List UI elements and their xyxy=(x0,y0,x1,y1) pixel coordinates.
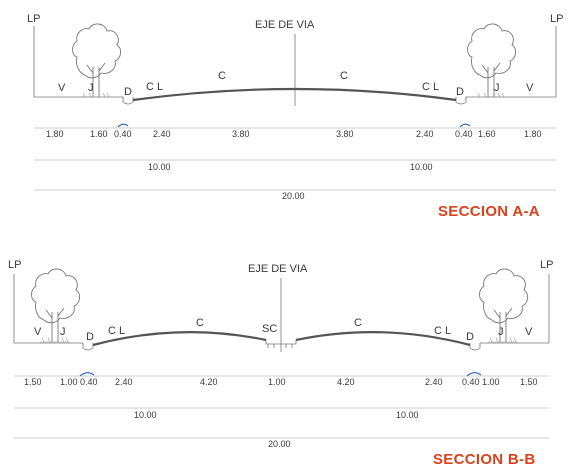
zone-d-left: D xyxy=(86,331,94,343)
dim-1: 1.80 xyxy=(46,129,64,139)
dim-5: 3.80 xyxy=(232,129,250,139)
dim-7: 2.40 xyxy=(416,129,434,139)
half-left: 10.00 xyxy=(148,162,171,172)
dim-8: 2.40 xyxy=(425,377,443,387)
half-right: 10.00 xyxy=(396,410,419,420)
carriageway-surface xyxy=(132,87,457,102)
drain-dimension-markers xyxy=(117,123,471,128)
zone-v-right: V xyxy=(525,326,533,338)
dim-5: 4.20 xyxy=(200,377,218,387)
dim-8: 0.40 xyxy=(455,129,473,139)
carriageway-right xyxy=(295,331,471,347)
dim-4: 2.40 xyxy=(153,129,171,139)
dim-7: 4.20 xyxy=(337,377,355,387)
median-label: SC xyxy=(262,323,277,335)
dim-1: 1.50 xyxy=(24,377,42,387)
drain-dimension-markers xyxy=(79,372,482,377)
section-a-a: LP LP EJE DE VIA V J D C L C C C L D J V… xyxy=(27,13,563,220)
tree-right-icon xyxy=(467,23,517,98)
zone-c-left: C xyxy=(218,70,226,82)
axis-label: EJE DE VIA xyxy=(255,19,315,31)
zone-cl-right: C L xyxy=(434,325,451,337)
zone-c-left: C xyxy=(196,317,204,329)
half-left: 10.00 xyxy=(134,410,157,420)
zone-v-left: V xyxy=(58,82,66,94)
zone-cl-left: C L xyxy=(108,325,125,337)
dim-9: 0.40 xyxy=(462,377,480,387)
zone-c-right: C xyxy=(340,70,348,82)
dim-6: 1.00 xyxy=(268,377,286,387)
zone-j-right: J xyxy=(494,82,500,94)
section-title: SECCION B-B xyxy=(433,451,535,468)
dim-9: 1.60 xyxy=(478,129,496,139)
dim-4: 2.40 xyxy=(115,377,133,387)
dim-3: 0.40 xyxy=(80,377,98,387)
tree-left-icon xyxy=(72,23,122,98)
drain-left xyxy=(82,343,94,351)
dim-10: 1.00 xyxy=(482,377,500,387)
zone-cl-right: C L xyxy=(422,81,439,93)
drain-right xyxy=(469,343,481,351)
total: 20.00 xyxy=(282,191,305,201)
zone-d-right: D xyxy=(456,86,464,98)
zone-c-right: C xyxy=(354,317,362,329)
zone-d-left: D xyxy=(124,86,132,98)
lp-right-label: LP xyxy=(550,13,563,25)
dim-10: 1.80 xyxy=(524,129,542,139)
drain-left xyxy=(122,97,134,105)
lp-left-label: LP xyxy=(8,259,21,271)
lp-left-label: LP xyxy=(27,13,40,25)
dim-3: 0.40 xyxy=(114,129,132,139)
median-separator xyxy=(265,340,297,348)
dim-6: 3.80 xyxy=(336,129,354,139)
section-b-b: LP LP EJE DE VIA SC V J D C L C C C L D … xyxy=(8,259,553,468)
dim-2: 1.60 xyxy=(90,129,108,139)
zone-v-left: V xyxy=(34,326,42,338)
zone-cl-left: C L xyxy=(146,81,163,93)
total: 20.00 xyxy=(268,439,291,449)
half-right: 10.00 xyxy=(410,162,433,172)
axis-label: EJE DE VIA xyxy=(248,263,308,275)
zone-j-left: J xyxy=(60,326,66,338)
drain-right xyxy=(455,97,467,105)
zone-v-right: V xyxy=(526,82,534,94)
zone-j-right: J xyxy=(498,326,504,338)
carriageway-left xyxy=(92,331,267,347)
lp-right-label: LP xyxy=(540,259,553,271)
zone-d-right: D xyxy=(466,331,474,343)
section-title: SECCION A-A xyxy=(438,203,540,220)
tree-right-icon xyxy=(479,268,529,343)
zone-j-left: J xyxy=(88,82,94,94)
dim-11: 1.50 xyxy=(520,377,538,387)
dim-2: 1.00 xyxy=(60,377,78,387)
